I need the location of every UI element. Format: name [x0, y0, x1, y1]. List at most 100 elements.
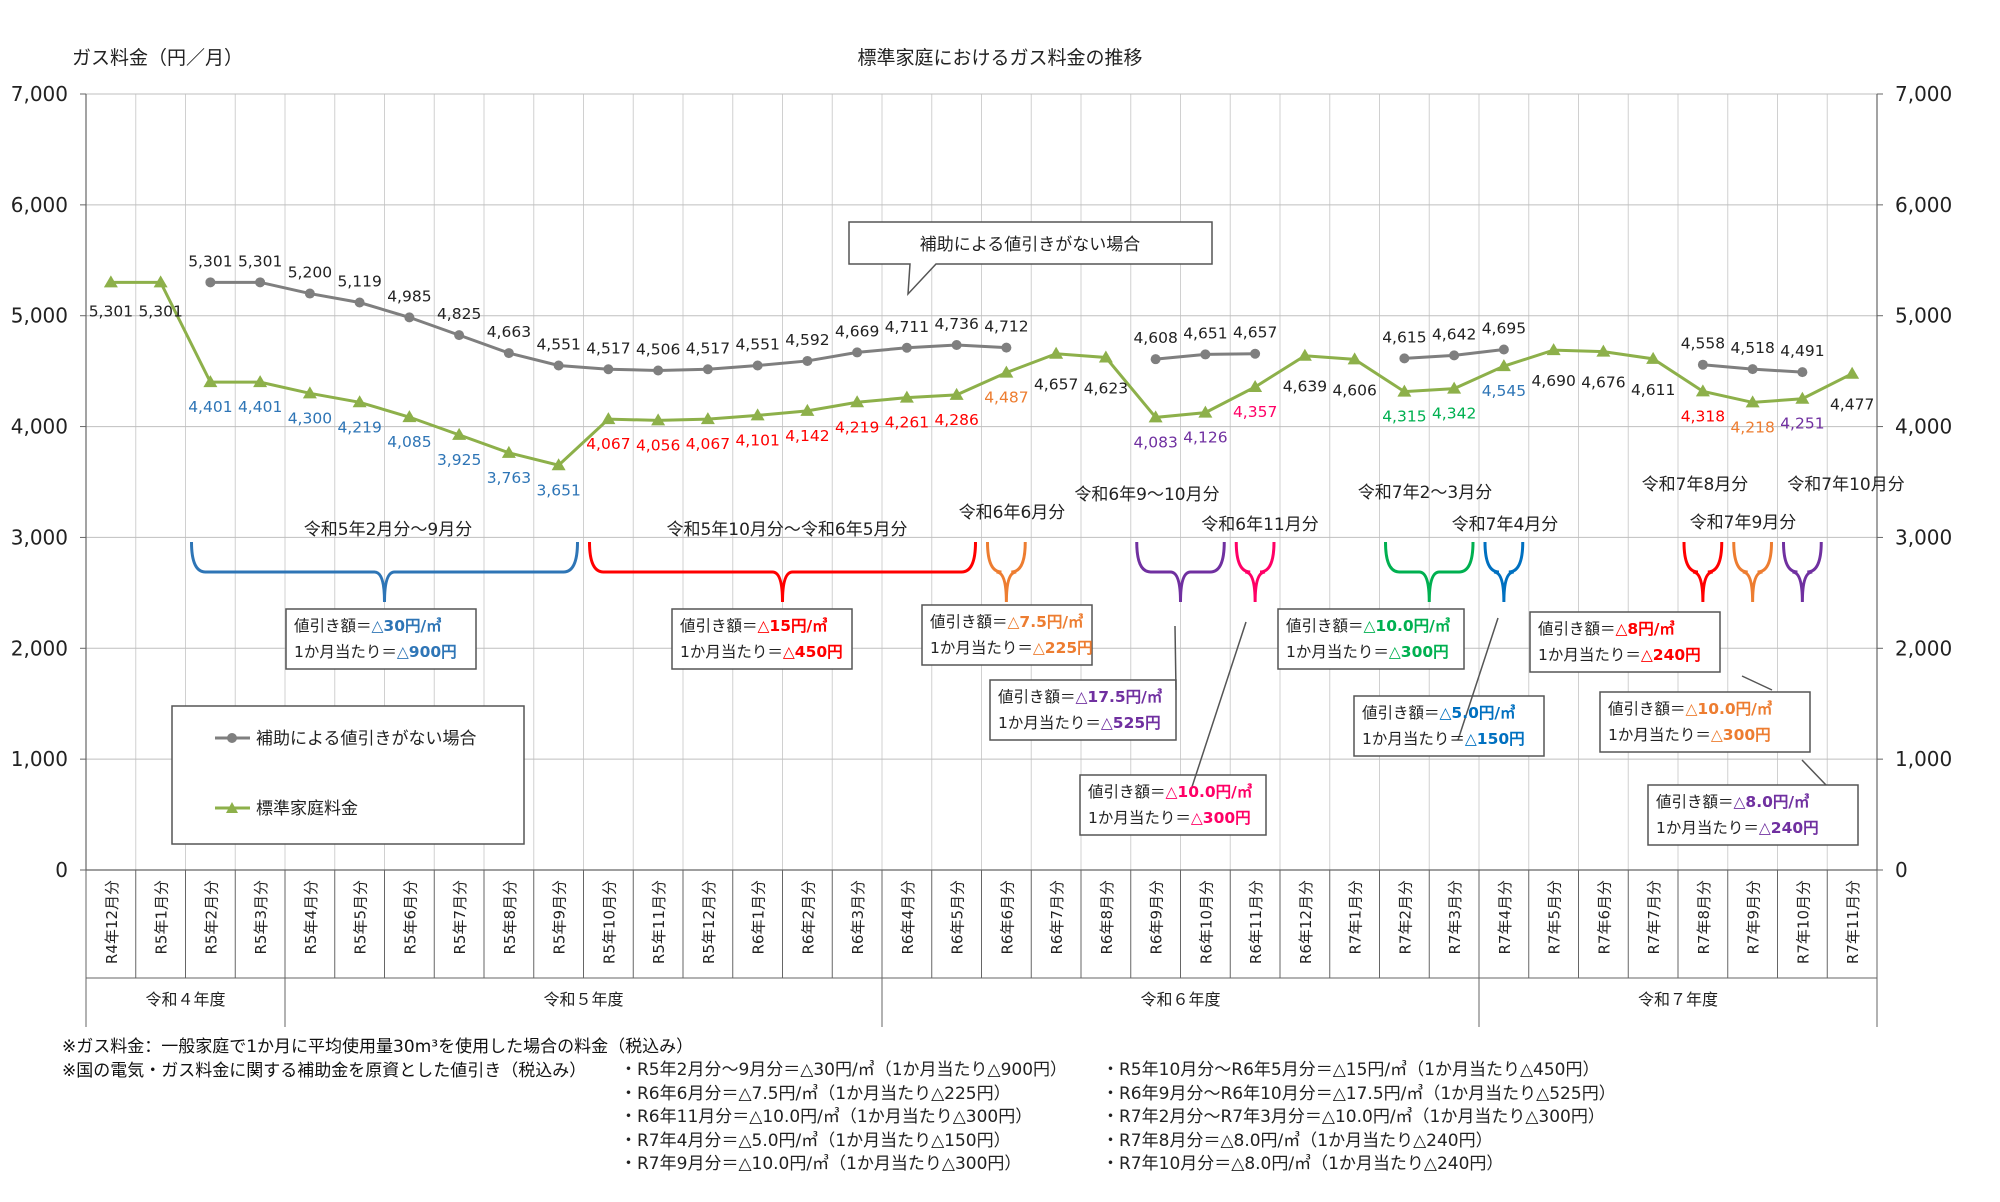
point-standard — [949, 387, 964, 400]
data-label-no-subsidy: 5,301 — [188, 252, 232, 270]
point-no-subsidy — [255, 277, 266, 288]
point-standard — [1447, 381, 1462, 394]
data-label-no-subsidy: 4,517 — [586, 339, 630, 357]
point-standard — [1297, 348, 1312, 361]
data-label-standard: 5,301 — [138, 302, 182, 320]
discount-monthly-value: △300円 — [1389, 643, 1449, 661]
data-label-standard: 4,067 — [686, 435, 730, 453]
period-label: 令和5年2月分～9月分 — [304, 520, 472, 540]
fiscal-year-label: 令和６年度 — [1140, 990, 1220, 1009]
x-tick-label: R7年6月分 — [1595, 880, 1613, 955]
discount-box-frame — [1079, 774, 1267, 836]
discount-rate-label: 値引き額＝ — [1538, 620, 1616, 638]
y-tick-label-right: 2,000 — [1895, 636, 1952, 660]
point-no-subsidy — [1200, 349, 1211, 360]
data-label-standard: 4,623 — [1084, 380, 1128, 398]
data-label-no-subsidy: 4,825 — [437, 305, 481, 323]
discount-monthly-value: △300円 — [1711, 726, 1771, 744]
legend: 補助による値引きがない場合 標準家庭料金 — [171, 705, 525, 845]
x-tick-label: R6年8月分 — [1098, 880, 1116, 955]
period-label: 令和7年8月分 — [1642, 475, 1749, 495]
footnote-item: ・R7年4月分＝△5.0円/㎥（1か月当たり△150円） — [620, 1130, 1011, 1151]
footnote-item: ・R7年2月分～R7年3月分＝△10.0円/㎥（1か月当たり△300円） — [1102, 1107, 1605, 1127]
point-standard — [1496, 359, 1511, 372]
data-label-no-subsidy: 4,657 — [1233, 324, 1277, 342]
point-standard — [1795, 391, 1810, 404]
discount-rate-text: 値引き額＝△5.0円/㎥ — [1362, 703, 1516, 722]
x-tick-label: R7年11月分 — [1844, 880, 1862, 964]
discount-monthly-value: △240円 — [1759, 819, 1819, 837]
point-standard — [1248, 379, 1263, 392]
point-standard — [352, 395, 367, 408]
discount-rate-label: 値引き額＝ — [930, 613, 1008, 631]
discount-brackets: 令和5年2月分～9月分 令和5年10月分～令和6年5月分 令和6年6月分令和6年9～… — [190, 475, 1905, 603]
discount-rate-label: 値引き額＝ — [1656, 793, 1734, 811]
point-no-subsidy — [1001, 342, 1012, 353]
point-standard — [800, 403, 815, 416]
x-tick-label: R7年9月分 — [1745, 880, 1763, 955]
data-label-standard: 4,487 — [984, 389, 1028, 407]
fiscal-year-labels: 令和４年度 令和５年度 令和６年度 令和７年度 — [85, 978, 1878, 1027]
callout-no-subsidy: 補助による値引きがない場合 — [848, 221, 1213, 297]
x-tick-label: R6年9月分 — [1148, 880, 1166, 955]
discount-monthly-label: 1か月当たり＝ — [1656, 819, 1759, 837]
legend-label-no-subsidy: 補助による値引きがない場合 — [256, 729, 477, 749]
discount-monthly-label: 1か月当たり＝ — [998, 714, 1101, 732]
fiscal-year-label: 令和７年度 — [1638, 990, 1718, 1009]
y-tick-label-right: 5,000 — [1895, 304, 1952, 328]
x-tick-label: R6年11月分 — [1247, 880, 1265, 964]
callout-box — [848, 221, 1213, 297]
data-label-standard: 4,300 — [288, 409, 332, 427]
discount-box: 値引き額＝△8円/㎥ 1か月当たり＝△240円 — [1529, 611, 1721, 673]
x-axis-ticks: R4年12月分 R5年1月分 R5年2月分 R5年3月分 R5年4月分 R5年5月分 R5年… — [103, 880, 1862, 964]
point-standard — [651, 413, 666, 426]
point-no-subsidy — [1449, 350, 1460, 361]
x-tick-label: R5年11月分 — [650, 880, 668, 964]
y-tick-label-right: 3,000 — [1895, 525, 1952, 549]
point-no-subsidy — [1498, 344, 1509, 355]
period-label: 令和6年11月分 — [1201, 515, 1318, 535]
period-brace — [588, 541, 977, 603]
data-label-no-subsidy: 4,491 — [1780, 342, 1824, 360]
point-no-subsidy — [503, 348, 514, 359]
footnote-item: ・R5年2月分～9月分＝△30円/㎥（1か月当たり△900円） — [620, 1060, 1068, 1080]
point-standard — [1198, 405, 1213, 418]
discount-box-frame — [921, 604, 1093, 666]
point-standard — [1596, 344, 1611, 357]
point-standard — [1347, 352, 1362, 365]
period-brace — [1732, 541, 1773, 603]
y-axis-title: ガス料金（円／月） — [72, 47, 243, 69]
data-label-no-subsidy: 4,985 — [387, 287, 431, 305]
x-tick-label: R6年10月分 — [1197, 880, 1215, 964]
point-no-subsidy — [1250, 348, 1261, 359]
point-no-subsidy — [802, 355, 813, 366]
point-no-subsidy — [1747, 364, 1758, 375]
fiscal-year-label: 令和５年度 — [543, 990, 623, 1009]
footnote-item: ・R7年10月分＝△8.0円/㎥（1か月当たり△240円） — [1102, 1154, 1504, 1174]
discount-monthly-text: 1か月当たり＝△300円 — [1608, 726, 1771, 744]
data-label-no-subsidy: 4,695 — [1482, 320, 1526, 338]
x-tick-label: R7年3月分 — [1446, 880, 1464, 955]
discount-box-pointer — [1741, 675, 1773, 691]
data-label-no-subsidy: 4,551 — [735, 335, 779, 353]
x-tick-label: R6年2月分 — [799, 880, 817, 955]
period-brace — [986, 541, 1027, 603]
category-axis — [85, 869, 1878, 979]
discount-box-pointer — [1801, 759, 1827, 786]
point-standard — [253, 375, 268, 388]
x-tick-label: R5年7月分 — [451, 880, 469, 955]
data-label-standard: 4,219 — [835, 418, 879, 436]
series-line-standard — [110, 280, 1853, 467]
discount-rate-value: △5.0円/㎥ — [1440, 703, 1517, 722]
data-label-standard: 4,083 — [1133, 433, 1177, 451]
point-no-subsidy — [1399, 353, 1410, 364]
discount-box-frame — [1353, 695, 1545, 757]
y-tick-label-left: 7,000 — [11, 82, 68, 106]
fiscal-year-label: 令和４年度 — [145, 990, 225, 1009]
data-label-no-subsidy: 4,642 — [1432, 325, 1476, 343]
discount-rate-label: 値引き額＝ — [680, 617, 758, 635]
point-standard — [1049, 346, 1064, 359]
x-tick-label: R5年10月分 — [600, 880, 618, 964]
discount-rate-value: △10.0円/㎥ — [1364, 616, 1451, 635]
point-no-subsidy — [653, 365, 664, 376]
